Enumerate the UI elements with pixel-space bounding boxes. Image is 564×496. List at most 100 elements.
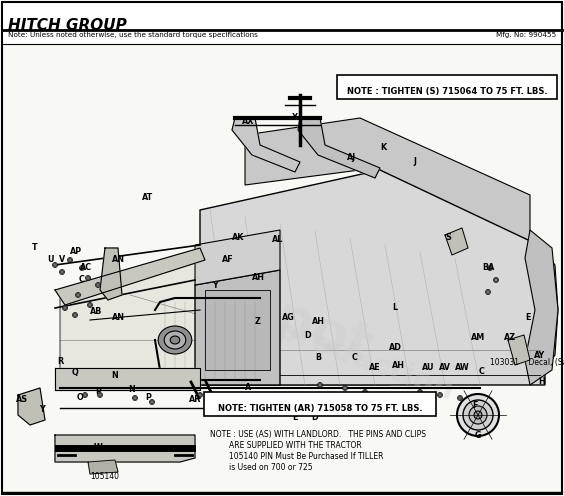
Text: B: B bbox=[315, 354, 321, 363]
Ellipse shape bbox=[489, 267, 491, 269]
Ellipse shape bbox=[463, 400, 493, 430]
Ellipse shape bbox=[398, 392, 403, 397]
Text: AY: AY bbox=[534, 351, 545, 360]
Text: Y: Y bbox=[39, 406, 45, 415]
Ellipse shape bbox=[97, 284, 99, 286]
Ellipse shape bbox=[77, 294, 80, 296]
Ellipse shape bbox=[52, 262, 58, 267]
Text: N: N bbox=[129, 385, 135, 394]
Text: D: D bbox=[312, 414, 318, 423]
Polygon shape bbox=[18, 388, 45, 425]
Text: U: U bbox=[47, 255, 53, 264]
Text: AZ: AZ bbox=[504, 333, 516, 343]
Text: is Used on 700 or 725: is Used on 700 or 725 bbox=[210, 463, 312, 472]
Text: W: W bbox=[94, 443, 103, 452]
Ellipse shape bbox=[487, 291, 489, 293]
Text: C: C bbox=[479, 368, 485, 376]
Text: AP: AP bbox=[70, 248, 82, 256]
Ellipse shape bbox=[197, 392, 202, 397]
Text: F: F bbox=[472, 400, 478, 410]
Text: AT: AT bbox=[142, 193, 153, 202]
Text: AC: AC bbox=[80, 263, 92, 272]
Text: HITCH GROUP: HITCH GROUP bbox=[8, 18, 127, 33]
Polygon shape bbox=[55, 368, 200, 390]
Ellipse shape bbox=[495, 279, 497, 281]
Text: AN: AN bbox=[112, 313, 125, 322]
Text: N: N bbox=[112, 371, 118, 379]
Text: O: O bbox=[77, 393, 83, 402]
Polygon shape bbox=[525, 230, 558, 385]
Text: AH: AH bbox=[391, 361, 404, 370]
Ellipse shape bbox=[61, 271, 63, 273]
Polygon shape bbox=[540, 245, 558, 378]
Text: AX: AX bbox=[242, 118, 254, 126]
Ellipse shape bbox=[199, 394, 201, 396]
Polygon shape bbox=[195, 230, 280, 285]
Text: K: K bbox=[380, 143, 386, 152]
Text: AV: AV bbox=[439, 364, 451, 372]
Ellipse shape bbox=[54, 264, 56, 266]
Text: Y: Y bbox=[212, 281, 218, 290]
Ellipse shape bbox=[87, 277, 89, 279]
Ellipse shape bbox=[133, 395, 138, 400]
Text: V: V bbox=[59, 255, 65, 264]
Ellipse shape bbox=[73, 312, 77, 317]
Ellipse shape bbox=[83, 394, 86, 396]
Ellipse shape bbox=[87, 303, 92, 308]
Ellipse shape bbox=[80, 265, 85, 270]
Text: AK: AK bbox=[232, 234, 244, 243]
Ellipse shape bbox=[68, 257, 73, 262]
Text: AD: AD bbox=[389, 344, 402, 353]
Text: L: L bbox=[393, 304, 398, 312]
Text: Note: Unless noted otherwise, use the standard torque specifications: Note: Unless noted otherwise, use the st… bbox=[8, 32, 258, 38]
Ellipse shape bbox=[457, 394, 499, 436]
Ellipse shape bbox=[486, 290, 491, 295]
FancyBboxPatch shape bbox=[337, 75, 557, 99]
Polygon shape bbox=[55, 435, 195, 462]
Ellipse shape bbox=[89, 304, 91, 306]
Ellipse shape bbox=[59, 269, 64, 274]
Text: AE: AE bbox=[369, 364, 381, 372]
Text: AG: AG bbox=[281, 313, 294, 322]
Ellipse shape bbox=[363, 389, 368, 394]
Text: S: S bbox=[445, 234, 451, 243]
Text: E: E bbox=[525, 313, 531, 322]
Ellipse shape bbox=[164, 331, 186, 349]
Text: Q: Q bbox=[72, 368, 78, 376]
Polygon shape bbox=[245, 118, 530, 245]
Ellipse shape bbox=[469, 406, 487, 424]
Text: AS: AS bbox=[16, 395, 28, 405]
Text: Mfg. No: 990455: Mfg. No: 990455 bbox=[496, 32, 556, 38]
Text: AB: AB bbox=[90, 308, 102, 316]
Ellipse shape bbox=[170, 336, 180, 344]
Bar bbox=[205, 290, 270, 370]
Polygon shape bbox=[100, 248, 122, 300]
Text: E: E bbox=[292, 414, 298, 423]
Text: T: T bbox=[32, 244, 38, 252]
Ellipse shape bbox=[151, 401, 153, 403]
Ellipse shape bbox=[417, 389, 422, 394]
Text: AU: AU bbox=[422, 364, 434, 372]
Text: NOTE : USE (AS) WITH LANDLORD.   THE PINS AND CLIPS: NOTE : USE (AS) WITH LANDLORD. THE PINS … bbox=[210, 430, 426, 439]
Ellipse shape bbox=[99, 394, 102, 396]
Text: NOTE: TIGHTEN (AR) 715058 TO 75 FT. LBS.: NOTE: TIGHTEN (AR) 715058 TO 75 FT. LBS. bbox=[218, 404, 422, 413]
Text: ARE SUPPLIED WITH THE TRACTOR: ARE SUPPLIED WITH THE TRACTOR bbox=[210, 441, 362, 450]
Ellipse shape bbox=[149, 399, 155, 405]
Text: C: C bbox=[352, 354, 358, 363]
Text: J: J bbox=[413, 158, 416, 167]
Text: NOTE : TIGHTEN (S) 715064 TO 75 FT. LBS.: NOTE : TIGHTEN (S) 715064 TO 75 FT. LBS. bbox=[347, 87, 547, 96]
Ellipse shape bbox=[158, 326, 192, 354]
Polygon shape bbox=[55, 248, 205, 305]
Polygon shape bbox=[60, 248, 390, 385]
Text: P: P bbox=[95, 387, 101, 396]
Ellipse shape bbox=[95, 283, 100, 288]
Ellipse shape bbox=[82, 392, 87, 397]
Ellipse shape bbox=[76, 293, 81, 298]
Text: AM: AM bbox=[471, 333, 485, 343]
Ellipse shape bbox=[399, 394, 401, 396]
Text: AR: AR bbox=[189, 395, 201, 405]
Ellipse shape bbox=[69, 259, 71, 261]
Text: A: A bbox=[245, 383, 251, 392]
Ellipse shape bbox=[318, 382, 323, 387]
Text: reproduction: reproduction bbox=[240, 304, 459, 407]
